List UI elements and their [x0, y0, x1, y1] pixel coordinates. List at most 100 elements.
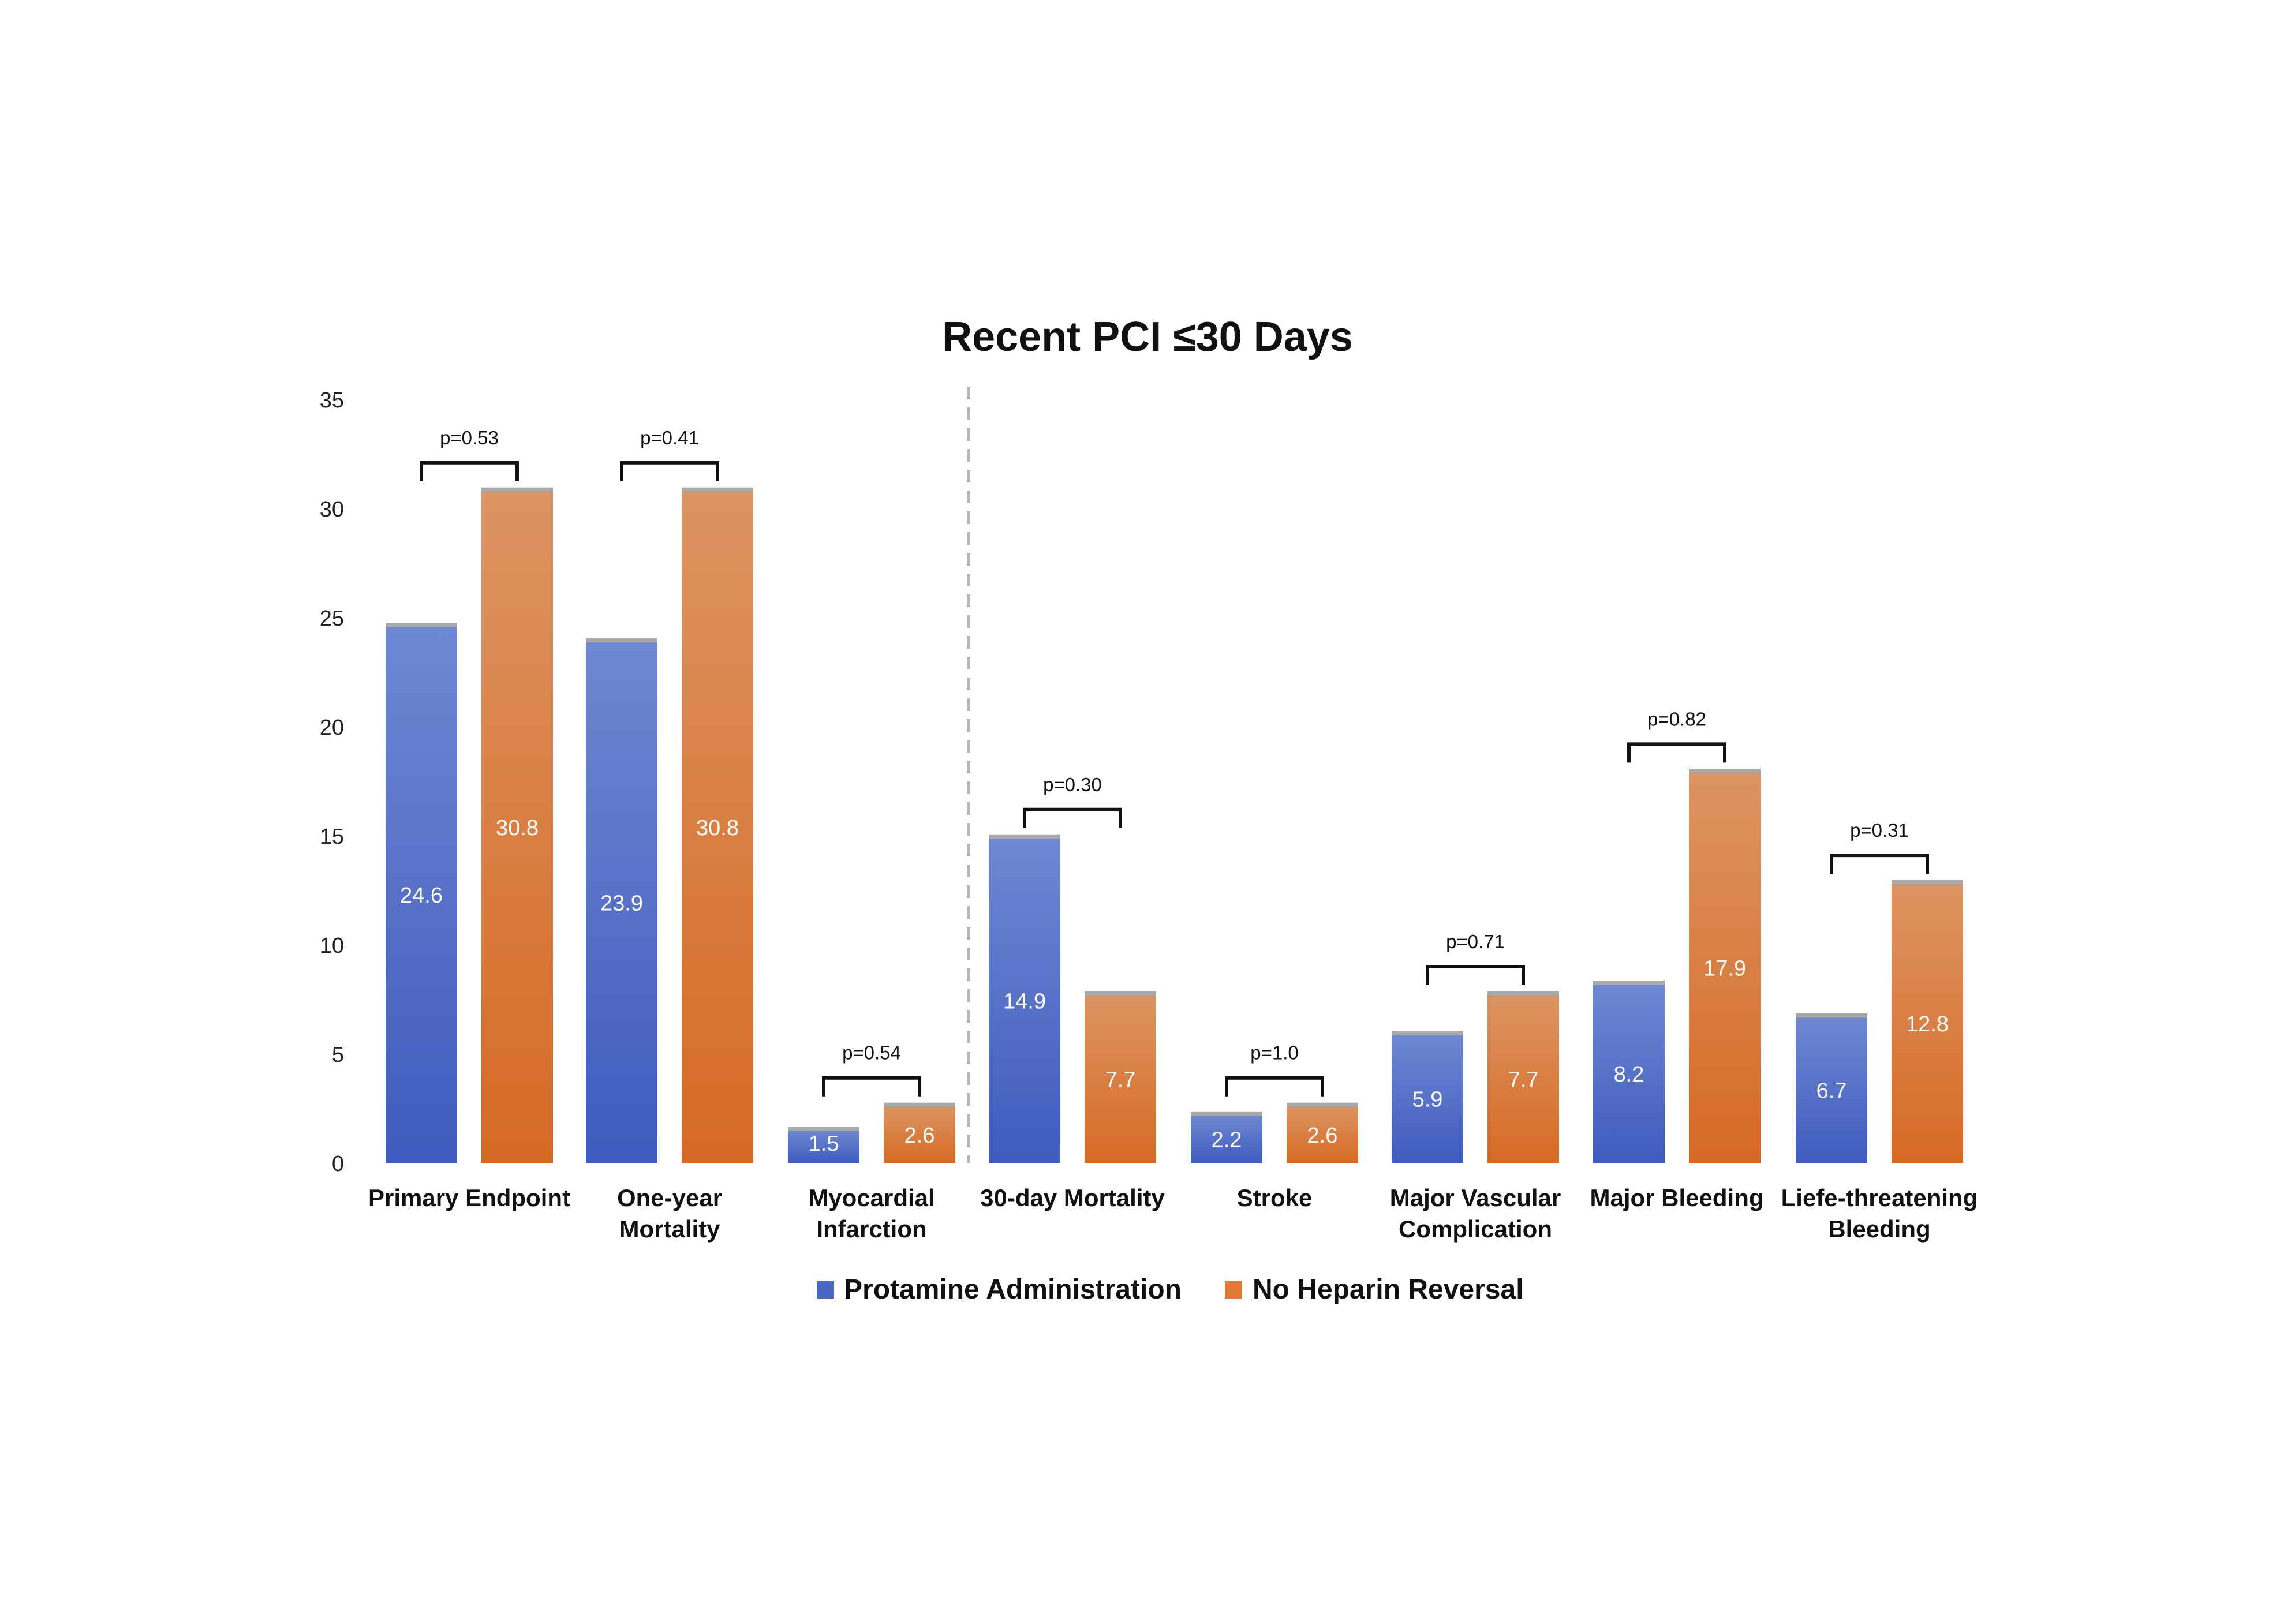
legend-label-protamine: Protamine Administration — [844, 1274, 1182, 1305]
legend-label-no-reversal: No Heparin Reversal — [1253, 1274, 1524, 1305]
bar-value-label: 2.6 — [904, 1124, 935, 1148]
p-value-bracket — [420, 461, 519, 481]
bar-value-label: 24.6 — [400, 884, 443, 908]
x-category-label-line: Major Bleeding — [1590, 1184, 1763, 1211]
x-category-label: Liefe-threatening Bleeding — [1781, 1184, 1978, 1243]
bar-protamine — [1191, 1115, 1262, 1163]
chart-title: Recent PCI ≤30 Days — [942, 314, 1353, 360]
bar-no-reversal — [1287, 1106, 1358, 1163]
x-category-label-line: 30-day Mortality — [980, 1184, 1165, 1211]
bar-no-reversal — [1892, 884, 1963, 1163]
bar-no-reversal — [884, 1106, 955, 1163]
x-category-label-line: Stroke — [1237, 1184, 1313, 1211]
y-tick-label: 30 — [320, 497, 344, 522]
x-category-label-line: Liefe-threatening — [1781, 1184, 1978, 1211]
p-value-label: p=0.31 — [1850, 820, 1909, 841]
bar-protamine — [989, 838, 1060, 1163]
y-tick-label: 5 — [332, 1043, 344, 1067]
legend: Protamine Administration No Heparin Rever… — [817, 1274, 1524, 1305]
p-value-label: p=0.53 — [440, 427, 499, 448]
bar-protamine — [586, 642, 657, 1163]
legend-swatch-no-reversal — [1225, 1281, 1242, 1299]
x-category-label: Major Vascular Complication — [1390, 1184, 1561, 1243]
p-value-label: p=0.41 — [640, 427, 699, 448]
bar-top-cap — [1487, 991, 1559, 996]
x-category-label-line: Infarction — [816, 1215, 926, 1243]
bar-protamine — [1392, 1034, 1463, 1163]
p-value-bracket — [822, 1076, 921, 1097]
x-category-label-line: Complication — [1399, 1215, 1552, 1243]
bar-value-label: 12.8 — [1906, 1012, 1949, 1036]
bar-value-label: 8.2 — [1614, 1062, 1644, 1087]
bar-no-reversal — [1487, 995, 1559, 1163]
bar-top-cap — [1796, 1013, 1867, 1018]
bar-protamine — [1593, 985, 1665, 1163]
bar-top-cap — [682, 487, 753, 492]
bar-top-cap — [788, 1127, 859, 1132]
bar-protamine — [788, 1131, 859, 1163]
y-tick-label: 0 — [332, 1152, 344, 1176]
p-value-bracket — [1830, 854, 1929, 874]
x-category-label-line: Myocardial — [808, 1184, 935, 1211]
x-category-label: Major Bleeding — [1590, 1184, 1763, 1211]
bar-no-reversal — [682, 491, 753, 1163]
x-category-label-line: Mortality — [619, 1215, 720, 1243]
x-category-label: Stroke — [1237, 1184, 1313, 1211]
bar-protamine — [1796, 1017, 1867, 1163]
bar-no-reversal — [1085, 995, 1156, 1163]
bar-value-label: 5.9 — [1412, 1087, 1443, 1112]
p-value-bracket — [1023, 807, 1122, 828]
bar-labels: 24.6 30.8 23.9 30.8 1.5 2.6 14.9 7.7 2.2 2.6 5.9 7.… — [400, 816, 1949, 1156]
bar-value-label: 7.7 — [1508, 1068, 1539, 1092]
p-value-label: p=1.0 — [1250, 1042, 1299, 1064]
legend-swatch-protamine — [817, 1281, 834, 1299]
y-axis: 0 5 10 15 20 25 30 35 — [320, 388, 344, 1176]
bars — [386, 487, 1963, 1163]
y-tick-label: 10 — [320, 934, 344, 958]
p-value-brackets: p=0.53 p=0.41 p=0.54 p=0.30 p=1.0 p=0.71 p=0.8… — [420, 427, 1929, 1097]
x-category-label-line: Primary Endpoint — [368, 1184, 570, 1211]
y-tick-label: 25 — [320, 607, 344, 631]
p-value-bracket — [1225, 1076, 1324, 1097]
x-category-label-line: Major Vascular — [1390, 1184, 1561, 1211]
y-tick-label: 15 — [320, 825, 344, 849]
bar-value-label: 23.9 — [600, 891, 643, 915]
bar-top-cap — [884, 1102, 955, 1107]
x-category-label: 30-day Mortality — [980, 1184, 1165, 1211]
p-value-bracket — [1426, 964, 1525, 985]
x-category-label: Myocardial Infarction — [808, 1184, 935, 1243]
bar-value-label: 30.8 — [496, 816, 539, 840]
bar-no-reversal — [1689, 773, 1761, 1163]
x-category-label-line: Bleeding — [1828, 1215, 1930, 1243]
p-value-label: p=0.54 — [842, 1042, 901, 1064]
bar-top-cap — [1392, 1030, 1463, 1035]
p-value-label: p=0.82 — [1647, 708, 1706, 729]
p-value-label: p=0.71 — [1446, 931, 1505, 952]
x-axis-labels: Primary Endpoint One-year Mortality Myocard… — [368, 1184, 1978, 1243]
x-category-label-line: One-year — [617, 1184, 722, 1211]
bar-value-label: 6.7 — [1816, 1079, 1847, 1103]
x-category-label: One-year Mortality — [617, 1184, 722, 1243]
x-category-label: Primary Endpoint — [368, 1184, 570, 1211]
y-tick-label: 35 — [320, 388, 344, 413]
bar-protamine — [386, 627, 457, 1163]
bar-value-label: 14.9 — [1003, 989, 1046, 1013]
p-value-bracket — [1627, 742, 1726, 763]
bar-no-reversal — [481, 491, 553, 1163]
y-tick-label: 20 — [320, 716, 344, 740]
bar-top-cap — [1593, 981, 1665, 986]
p-value-label: p=0.30 — [1043, 774, 1102, 795]
bar-top-cap — [1085, 991, 1156, 996]
bar-top-cap — [1689, 769, 1761, 774]
bar-top-cap — [1892, 880, 1963, 885]
bar-top-cap — [1191, 1111, 1262, 1116]
p-value-bracket — [620, 461, 719, 481]
bar-top-cap — [1287, 1102, 1358, 1107]
bar-value-label: 2.6 — [1307, 1124, 1338, 1148]
bar-top-cap — [386, 623, 457, 628]
bar-value-label: 30.8 — [696, 816, 739, 840]
bar-value-label: 17.9 — [1703, 957, 1746, 981]
bar-top-cap — [989, 834, 1060, 839]
